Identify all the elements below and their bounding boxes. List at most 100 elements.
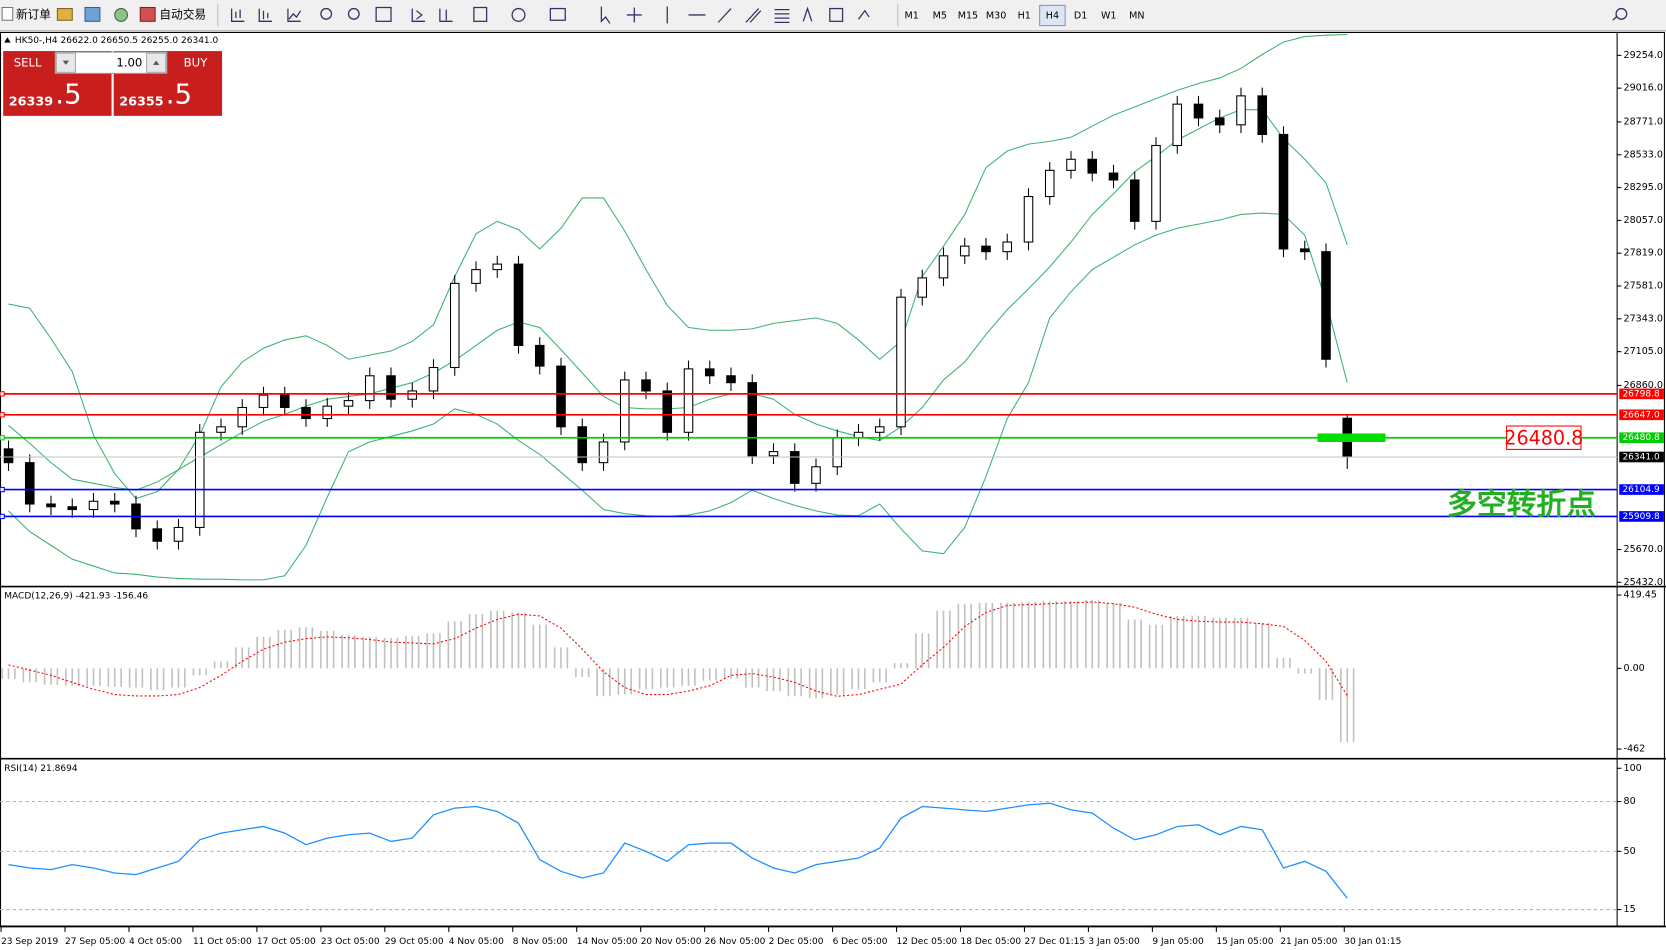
line-price-label: 26480.8 [1622, 433, 1660, 443]
candle-body [194, 431, 205, 528]
shift-icon[interactable] [439, 8, 453, 22]
candle-body [704, 368, 715, 377]
fibo-icon[interactable] [774, 8, 790, 24]
y-tick-label: 15 [1624, 904, 1636, 915]
auto-trading-icon[interactable] [139, 6, 156, 22]
candle-body [1214, 117, 1225, 126]
lots-field[interactable] [54, 51, 168, 74]
bid-fraction: .5 [55, 78, 81, 111]
timeframe-button[interactable]: H1 [1018, 11, 1031, 22]
chart-title: HK50-,H4 26622.0 26650.5 26255.0 26341.0 [15, 36, 219, 46]
channel-icon[interactable] [745, 8, 762, 23]
candle-body [258, 394, 269, 409]
y-tick-label: 27581.0 [1624, 281, 1663, 292]
x-tick-label: 2 Dec 05:00 [769, 937, 824, 947]
candle-body [619, 379, 630, 443]
timeframe-button[interactable]: W1 [1101, 11, 1117, 22]
icon[interactable] [56, 8, 73, 21]
line-price-box [1619, 484, 1664, 495]
y-tick-label: 29016.0 [1624, 83, 1663, 94]
y-tick-label: 27343.0 [1624, 313, 1663, 324]
lots-value[interactable]: 1.00 [116, 55, 142, 69]
zoom-in-icon[interactable] [320, 7, 333, 20]
line-price-box [1619, 511, 1664, 522]
candle-body [811, 466, 821, 484]
sell-label[interactable]: SELL [14, 55, 42, 69]
candle-body [428, 366, 439, 392]
x-tick-label: 11 Oct 05:00 [193, 937, 252, 947]
timeframe-button[interactable]: M1 [904, 11, 918, 22]
x-tick-label: 4 Nov 05:00 [449, 937, 504, 947]
trendline-icon[interactable] [717, 8, 732, 23]
candle-chart-icon[interactable] [258, 8, 272, 22]
arrows-icon[interactable] [857, 9, 870, 20]
panel-title: RSI(14) 21.8694 [4, 764, 78, 774]
auto-trading-button[interactable]: 自动交易 [159, 7, 206, 21]
x-tick-label: 9 Jan 05:00 [1152, 937, 1204, 947]
y-tick-label: 28771.0 [1624, 116, 1663, 127]
zoom-out-icon[interactable] [347, 7, 360, 20]
text-icon[interactable] [802, 6, 813, 22]
templates-icon[interactable] [549, 7, 566, 21]
candle-body [173, 526, 184, 542]
timeframe-button[interactable]: M30 [986, 11, 1006, 22]
candle-body [1321, 251, 1331, 360]
indicators-icon[interactable] [473, 6, 488, 22]
candle-body [981, 245, 991, 253]
price-callout-box [1506, 425, 1582, 450]
x-tick-label: 23 Oct 05:00 [321, 937, 380, 947]
candle-body [216, 426, 226, 433]
tile-icon[interactable] [375, 6, 392, 22]
search-icon[interactable] [1612, 8, 1628, 21]
candle-body [959, 245, 970, 257]
candle-body [301, 406, 311, 420]
candle-body [1236, 95, 1246, 126]
icon[interactable] [84, 6, 101, 22]
periods-icon[interactable] [511, 7, 526, 22]
timeframe-button[interactable]: MN [1129, 11, 1144, 22]
candle-body [662, 390, 673, 433]
autoscroll-icon[interactable] [411, 8, 425, 22]
timeframe-button[interactable]: M5 [933, 11, 947, 22]
line-chart-icon[interactable] [287, 8, 302, 22]
candle-body [24, 462, 35, 505]
candle-body [1257, 95, 1268, 136]
y-tick-label: 25432.0 [1624, 577, 1663, 588]
line-price-label: 26104.9 [1622, 485, 1660, 495]
x-tick-label: 6 Dec 05:00 [833, 937, 888, 947]
cursor-icon[interactable] [600, 6, 611, 24]
y-tick-label: 25670.0 [1624, 544, 1663, 555]
buy-label[interactable]: BUY [184, 55, 209, 69]
x-tick-label: 30 Jan 01:15 [1344, 937, 1401, 947]
last-price-box [1619, 451, 1664, 463]
y-tick-label: -462 [1624, 744, 1646, 755]
new-order-icon[interactable] [1, 6, 14, 21]
icon[interactable] [114, 8, 129, 22]
ask-fraction: .5 [166, 78, 192, 111]
candle-body [1129, 179, 1140, 222]
turning-point-marker [1317, 433, 1386, 442]
candle-body [237, 406, 248, 428]
timeframe-button[interactable]: H4 [1046, 11, 1059, 22]
x-tick-label: 14 Nov 05:00 [577, 937, 638, 947]
new-order-button[interactable]: 新订单 [16, 7, 51, 21]
line-price-label: 26798.8 [1622, 389, 1660, 399]
rsi-line [8, 802, 1348, 899]
candle-body [279, 394, 290, 409]
x-tick-label: 21 Jan 05:00 [1280, 937, 1337, 947]
candle-body [46, 503, 56, 508]
bar-chart-icon[interactable] [230, 8, 245, 22]
x-tick-label: 27 Dec 01:15 [1024, 937, 1085, 947]
crosshair-icon[interactable] [626, 7, 642, 23]
candle-body [1151, 144, 1161, 222]
candle-body [534, 344, 545, 367]
timeframe-button[interactable]: M15 [958, 11, 978, 22]
label-icon[interactable] [829, 7, 844, 22]
candle-body [492, 263, 503, 271]
y-tick-label: 0.00 [1624, 663, 1645, 674]
timeframe-button[interactable]: D1 [1074, 11, 1087, 22]
x-tick-label: 4 Oct 05:00 [129, 937, 182, 947]
timeframe-active [1039, 4, 1066, 27]
candle-body [1299, 248, 1310, 253]
